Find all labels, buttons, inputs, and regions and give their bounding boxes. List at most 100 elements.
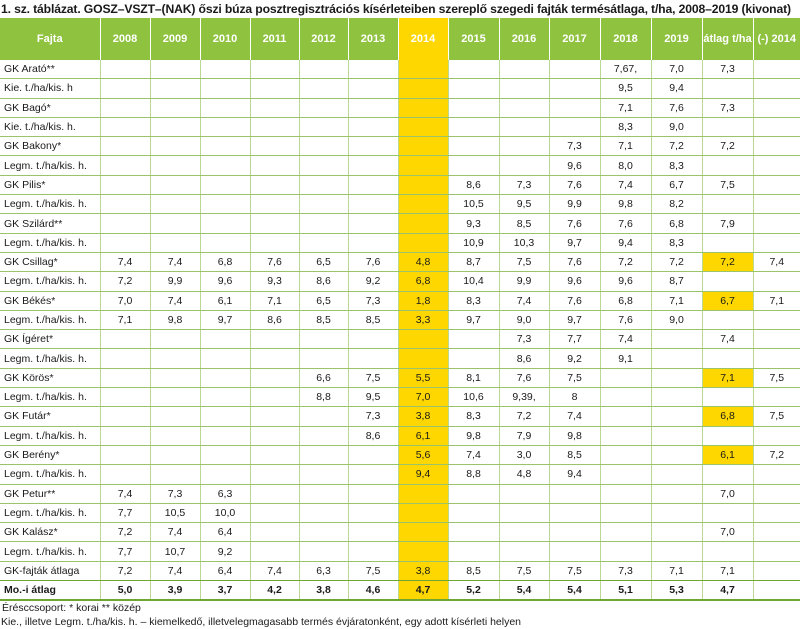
table-cell <box>448 348 500 369</box>
variety-name-cell: GK Békés* <box>0 291 101 311</box>
table-cell <box>150 368 201 389</box>
table-cell <box>250 117 300 138</box>
table-cell: 7,2 <box>499 406 550 427</box>
table-cell <box>200 387 251 408</box>
table-cell: 9,7 <box>549 233 601 253</box>
table-cell <box>499 98 550 118</box>
table-cell <box>499 503 550 524</box>
table-cell: 8,3 <box>651 155 703 176</box>
table-cell <box>348 484 399 504</box>
table-cell <box>100 117 151 138</box>
table-cell <box>702 233 754 253</box>
table-cell <box>702 117 754 138</box>
table-cell <box>753 387 800 408</box>
table-cell <box>398 348 449 369</box>
variety-name-cell: GK Kalász* <box>0 522 101 543</box>
table-cell <box>499 522 550 543</box>
table-cell: 6,8 <box>600 291 652 311</box>
variety-name-cell: GK Futár* <box>0 406 101 427</box>
table-cell: 9,8 <box>448 426 500 446</box>
table-cell: 10,5 <box>150 503 201 524</box>
table-cell <box>250 368 300 389</box>
table-cell <box>250 60 300 80</box>
table-row: GK Pilis* 8,6 7,3 7,6 7,4 6,7 7,5 <box>0 175 800 196</box>
table-cell <box>150 117 201 138</box>
table-cell <box>600 503 652 524</box>
variety-name-cell: GK Berény* <box>0 445 101 466</box>
table-cell: 6,1 <box>398 426 449 446</box>
table-cell: 4,7 <box>398 580 449 602</box>
table-row: GK Csillag* 7,4 7,4 6,8 7,6 6,5 7,6 4,8 8,7 7,5 7,… <box>0 252 800 273</box>
table-cell: 8,6 <box>299 271 349 292</box>
table-cell <box>651 445 703 466</box>
table-cell: 9,7 <box>549 310 601 331</box>
table-cell: 1,8 <box>398 291 449 311</box>
variety-name-cell: Legm. t./ha/kis. h. <box>0 348 101 369</box>
table-cell <box>299 175 349 196</box>
table-cell: 8,3 <box>448 291 500 311</box>
table-cell <box>150 348 201 369</box>
table-cell <box>448 522 500 543</box>
table-cell <box>250 194 300 215</box>
table-cell <box>651 368 703 389</box>
table-row: GK Szilárd** 9,3 8,5 7,6 7,6 6,8 7,9 <box>0 213 800 234</box>
table-row: Legm. t./ha/kis. h. 7,7 10,5 10,0 <box>0 503 800 524</box>
table-cell: 7,0 <box>100 291 151 311</box>
table-cell <box>150 78 201 99</box>
table-cell <box>200 60 251 80</box>
table-cell <box>753 348 800 369</box>
table-cell: 7,3 <box>549 136 601 157</box>
table-cell <box>348 522 399 543</box>
table-cell: 3,8 <box>398 406 449 427</box>
table-cell <box>250 329 300 350</box>
table-cell <box>150 136 201 157</box>
table-cell <box>651 387 703 408</box>
table-cell <box>100 60 151 80</box>
table-cell <box>150 426 201 446</box>
table-cell: 8,5 <box>448 561 500 582</box>
table-cell: 7,2 <box>651 252 703 273</box>
table-cell <box>348 348 399 369</box>
table-cell <box>150 194 201 215</box>
table-cell <box>299 98 349 118</box>
variety-name-cell: GK Bagó* <box>0 98 101 118</box>
table-cell <box>448 329 500 350</box>
table-cell <box>651 348 703 369</box>
variety-name-cell: GK-fajták átlaga <box>0 561 101 582</box>
table-cell <box>150 233 201 253</box>
table-cell <box>348 155 399 176</box>
table-cell <box>348 117 399 138</box>
table-cell: 7,6 <box>600 310 652 331</box>
variety-name-cell: GK Arató** <box>0 60 101 80</box>
variety-name-cell: Legm. t./ha/kis. h. <box>0 194 101 215</box>
table-cell <box>600 464 652 485</box>
table-cell <box>299 484 349 504</box>
table-row: GK Arató** 7,67, 7,0 7,3 <box>0 60 800 80</box>
table-cell: 7,4 <box>150 252 201 273</box>
table-cell <box>299 60 349 80</box>
table-cell <box>100 348 151 369</box>
table-cell <box>250 387 300 408</box>
footnote: Érésccsoport: * korai ** közép <box>2 602 141 615</box>
table-cell: 7,2 <box>753 445 800 466</box>
table-cell: 7,4 <box>448 445 500 466</box>
table-cell <box>549 60 601 80</box>
table-cell: 9,0 <box>651 310 703 331</box>
table-cell <box>150 213 201 234</box>
table-row: GK-fajták átlaga 7,2 7,4 6,4 7,4 6,3 7,5 3,8 8,5… <box>0 561 800 582</box>
table-cell: 3,9 <box>150 580 201 602</box>
table-cell <box>753 136 800 157</box>
table-cell <box>299 194 349 215</box>
table-cell <box>150 329 201 350</box>
table-cell: 9,8 <box>150 310 201 331</box>
variety-name-cell: GK Szilárd** <box>0 213 101 234</box>
table-cell <box>200 406 251 427</box>
table-cell: 6,5 <box>299 291 349 311</box>
table-cell: 5,1 <box>600 580 652 602</box>
table-cell: 8,5 <box>299 310 349 331</box>
table-cell <box>702 426 754 446</box>
table-cell: 7,3 <box>702 60 754 80</box>
table-cell: 7,2 <box>651 136 703 157</box>
table-cell: 6,7 <box>651 175 703 196</box>
table-cell <box>150 155 201 176</box>
